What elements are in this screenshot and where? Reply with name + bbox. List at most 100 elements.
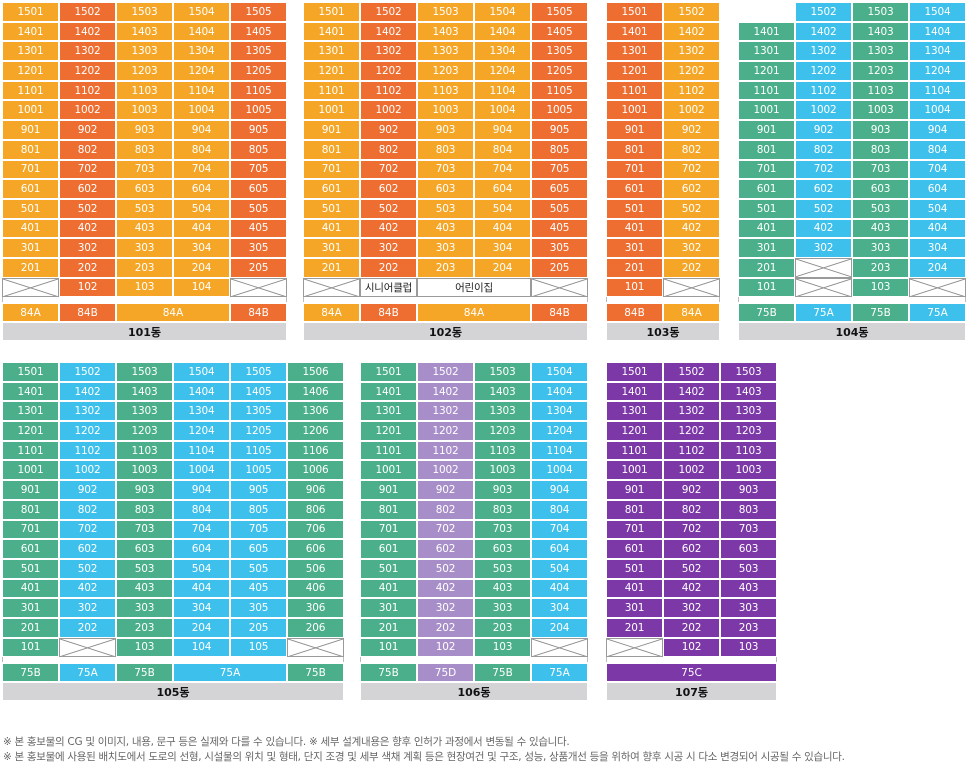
unit-cell: 304 (173, 598, 230, 618)
unit-cell: 201 (606, 257, 663, 278)
unit-cell: 302 (417, 598, 474, 618)
unit-cell: 904 (909, 120, 966, 140)
unit-cell: 202 (663, 257, 720, 278)
unit-cell: 404 (173, 218, 230, 239)
unit-cell: 1204 (474, 61, 531, 81)
floor-row: 1501 1502 1503 1504 1505 (2, 2, 287, 22)
unit-cell: 903 (417, 120, 474, 140)
unit-cell: 704 (531, 519, 588, 540)
building-name: 103동 (606, 322, 720, 342)
unit-cell: 204 (909, 257, 966, 278)
unit-cell: 702 (663, 159, 720, 180)
unit-type-label: 75B (2, 663, 59, 683)
unit-cell: 905 (230, 480, 287, 500)
unit-cell: 1002 (663, 100, 720, 121)
unit-cell: 604 (909, 179, 966, 199)
ground-divider (606, 297, 720, 303)
unit-cell: 1104 (909, 80, 966, 101)
unit-cell: 701 (2, 519, 59, 540)
unit-cell: 901 (606, 480, 663, 500)
floor-row: 501 502 503 504 505 (303, 198, 588, 219)
unit-cell: 1403 (116, 21, 173, 42)
unit-cell: 1402 (795, 21, 852, 42)
unit-cell: 1101 (303, 80, 360, 101)
unit-cell: 1402 (360, 21, 417, 42)
unit-cell: 1403 (116, 381, 173, 402)
unit-cell: 1202 (59, 421, 116, 441)
unit-cell: 405 (230, 218, 287, 239)
unit-type-label: 75A (531, 663, 588, 683)
unit-cell: 303 (417, 238, 474, 258)
unit-cell: 1304 (531, 401, 588, 422)
unit-cell: 303 (474, 598, 531, 618)
unit-cell: 1201 (738, 61, 795, 81)
unit-cell: 1103 (417, 80, 474, 101)
unit-cell: 1501 (606, 2, 663, 22)
unit-cell: 804 (173, 499, 230, 520)
unit-cell: 802 (417, 499, 474, 520)
floor-row: 1001 1002 1003 1004 1005 (2, 100, 287, 121)
floor-row: 1301 1302 (606, 41, 720, 62)
unit-cell: 103 (720, 637, 777, 658)
unit-cell: 803 (720, 499, 777, 520)
floor-row: 301 302 (606, 238, 720, 258)
unit-cell: 802 (663, 499, 720, 520)
unit-cell: 1301 (606, 401, 663, 422)
unit-cell: 1201 (606, 61, 663, 81)
unit-cell: 1106 (287, 440, 344, 461)
unit-cell: 701 (303, 159, 360, 180)
unit-cell: 801 (2, 499, 59, 520)
unit-cell: 501 (2, 558, 59, 579)
floor-row: 901 902 903 904 905 906 (2, 480, 344, 500)
floor-row: 1101 1102 1103 1104 (360, 440, 588, 461)
floor-row: 1501 1502 1503 1504 1505 (303, 2, 588, 22)
unit-cell: 1503 (720, 362, 777, 382)
unit-cell: 902 (360, 120, 417, 140)
unit-cell: 1304 (909, 41, 966, 62)
unit-cell: 1102 (59, 80, 116, 101)
unit-cell: 801 (360, 499, 417, 520)
floor-row: 401 402 403 404 (360, 578, 588, 599)
floor-row: 601 602 603 604 (738, 179, 966, 199)
unit-cell: 1402 (59, 381, 116, 402)
unit-cell: 1401 (303, 21, 360, 42)
unit-cell: 1401 (360, 381, 417, 402)
unit-grid: 1501 1502 1503 1504 1505 1401 1402 1403 1404 1405… (303, 2, 588, 298)
unit-cell: 802 (795, 139, 852, 160)
unit-cell: 1202 (663, 421, 720, 441)
unit-cell: 1004 (173, 100, 230, 121)
unit-cell: 1301 (606, 41, 663, 62)
floor-row: 401 402 403 404 405 (2, 218, 287, 239)
unit-cell: 1501 (303, 2, 360, 22)
empty-slot (738, 2, 795, 22)
unit-cell: 705 (531, 159, 588, 180)
unit-cell: 902 (59, 480, 116, 500)
unit-cell: 804 (909, 139, 966, 160)
unit-grid: 1501 1502 1503 1504 1505 1401 1402 1403 1404 1405… (2, 2, 287, 298)
ground-divider (2, 657, 344, 663)
floor-row: 701 702 (606, 159, 720, 180)
floor-row: 501 502 (606, 198, 720, 219)
floor-row: 1401 1402 1403 1404 (738, 21, 966, 42)
unit-cell: 401 (2, 218, 59, 239)
building-102: 1501 1502 1503 1504 1505 1401 1402 1403 1404 1405… (303, 2, 588, 342)
unit-cell: 203 (116, 257, 173, 278)
unit-cell: 503 (474, 558, 531, 579)
unit-type-label: 84A (2, 303, 59, 323)
unit-cell: 1002 (59, 460, 116, 481)
unit-cell: 1401 (738, 21, 795, 42)
floor-row: 801 802 803 804 (738, 139, 966, 160)
unit-cell: 801 (2, 139, 59, 160)
unit-cell: 402 (59, 218, 116, 239)
unit-cell: 606 (287, 539, 344, 559)
building-name: 107동 (606, 682, 777, 702)
unit-cell: 504 (531, 558, 588, 579)
unit-type-label: 84B (606, 303, 663, 323)
floor-row: 801 802 (606, 139, 720, 160)
unit-cell: 403 (417, 218, 474, 239)
unit-cell: 1504 (173, 2, 230, 22)
floor-row: 1201 1202 (606, 61, 720, 81)
unit-cell: 1303 (116, 41, 173, 62)
unit-cell: 1403 (474, 381, 531, 402)
floor-row: 1201 1202 1203 1204 (738, 61, 966, 81)
